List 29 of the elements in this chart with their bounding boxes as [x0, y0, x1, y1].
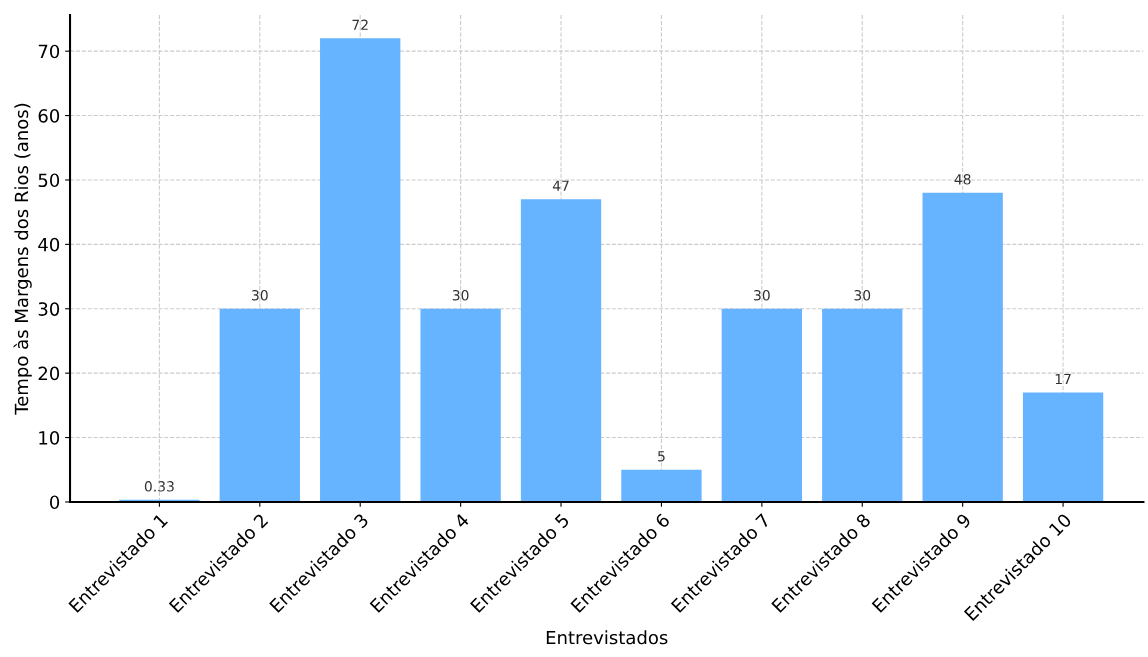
data-label: 17	[1055, 373, 1071, 385]
bar	[219, 308, 300, 502]
bar	[621, 469, 702, 502]
data-label: 30	[252, 290, 268, 301]
bar	[721, 308, 803, 502]
y-tick-label: 30	[38, 302, 60, 316]
bar	[1022, 392, 1104, 502]
y-tick-label: 50	[38, 173, 60, 188]
data-label: 5	[658, 451, 665, 462]
data-label: 30	[452, 290, 469, 301]
x-axis-title: Entrevistados	[546, 630, 668, 645]
data-label: 0.33	[144, 481, 174, 492]
y-axis-title: Tempo às Margens dos Rios (anos)	[13, 103, 32, 415]
bar	[922, 192, 1003, 502]
data-label: 48	[954, 174, 971, 185]
bar	[420, 308, 501, 502]
y-tick-label: 60	[38, 109, 60, 123]
y-tick-label: 10	[39, 431, 60, 445]
y-tick-label: 20	[38, 366, 60, 381]
y-tick-label: 40	[38, 237, 60, 252]
bar	[320, 38, 401, 502]
bar	[520, 199, 602, 502]
y-tick-label: 0	[50, 495, 60, 510]
data-label: 30	[854, 290, 871, 301]
data-label: 72	[352, 19, 368, 30]
bar	[822, 308, 903, 502]
data-label: 30	[754, 290, 770, 301]
data-label: 47	[552, 180, 569, 191]
y-tick-label: 70	[38, 44, 60, 59]
